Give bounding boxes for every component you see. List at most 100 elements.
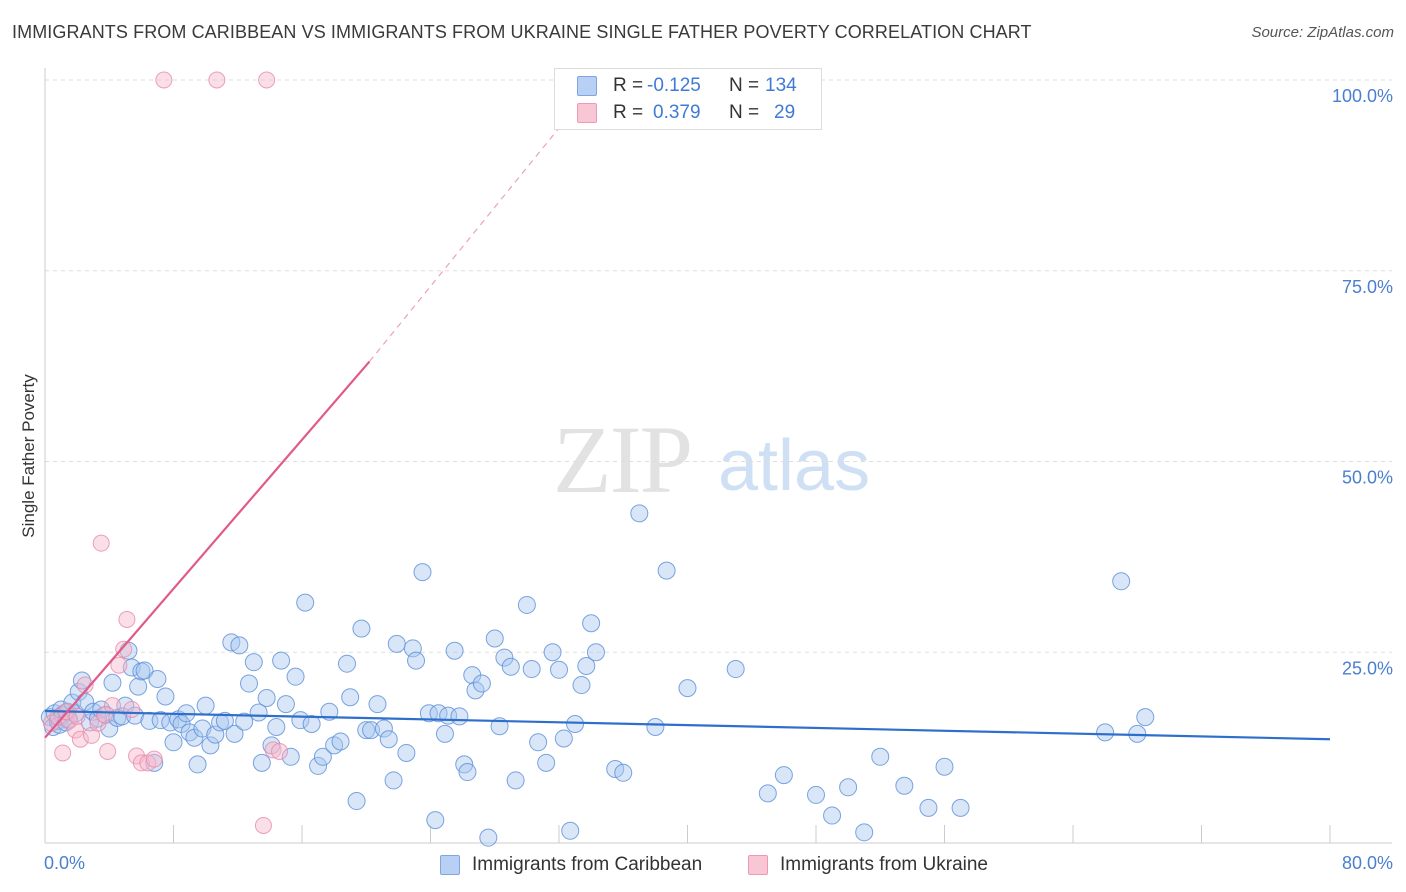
data-point-caribbean — [296, 593, 315, 612]
data-point-caribbean — [550, 660, 568, 679]
data-point-caribbean — [466, 681, 485, 700]
legend-swatch-caribbean — [577, 76, 597, 96]
data-point-caribbean — [368, 695, 387, 714]
data-point-caribbean — [148, 669, 167, 688]
legend-label-caribbean: Immigrants from Caribbean — [472, 854, 703, 875]
data-point-caribbean — [807, 785, 825, 804]
legend-n-label: N = — [729, 75, 760, 96]
data-point-caribbean — [135, 661, 154, 680]
legend-n-value: 29 — [774, 102, 796, 123]
data-point-caribbean — [206, 725, 225, 744]
data-point-caribbean — [397, 743, 416, 762]
data-point-caribbean — [352, 619, 371, 638]
data-point-caribbean — [646, 718, 665, 737]
data-point-caribbean — [458, 763, 477, 782]
y-tick-label: 25.0% — [1342, 658, 1393, 678]
data-point-caribbean — [384, 771, 403, 790]
data-point-caribbean — [244, 653, 263, 672]
data-point-caribbean — [337, 654, 356, 673]
legend-swatch-ukraine — [748, 855, 768, 875]
data-point-caribbean — [129, 677, 148, 696]
data-point-ukraine — [115, 640, 133, 658]
trend-lines — [44, 117, 1331, 741]
y-tick-label: 50.0% — [1342, 468, 1393, 488]
data-point-caribbean — [506, 771, 525, 790]
data-point-ukraine — [67, 721, 85, 739]
legend-r-label: R = — [613, 75, 644, 96]
legend-r-value: -0.125 — [647, 75, 701, 96]
data-point-caribbean — [426, 811, 445, 830]
data-point-caribbean — [164, 733, 183, 752]
data-point-caribbean — [188, 755, 207, 774]
data-point-caribbean — [331, 732, 350, 751]
trend-line-caribbean — [44, 709, 1331, 741]
data-point-ukraine — [208, 71, 226, 89]
data-point-caribbean — [252, 753, 271, 772]
watermark: ZIP atlas — [553, 406, 870, 513]
data-point-caribbean — [561, 821, 580, 840]
data-point-caribbean — [479, 828, 498, 847]
data-point-caribbean — [935, 757, 954, 776]
data-point-caribbean — [196, 696, 215, 715]
data-point-ukraine — [132, 754, 150, 772]
data-point-caribbean — [501, 657, 520, 676]
data-point-caribbean — [614, 763, 633, 782]
y-axis-label: Single Father Poverty — [19, 374, 38, 538]
data-point-caribbean — [855, 823, 874, 842]
data-point-caribbean — [566, 714, 585, 733]
data-point-caribbean — [379, 730, 398, 749]
data-point-caribbean — [235, 712, 254, 731]
data-point-caribbean — [522, 660, 541, 679]
data-point-caribbean — [951, 798, 970, 817]
trend-line-ukraine — [44, 360, 371, 739]
data-point-caribbean — [156, 687, 175, 706]
data-point-caribbean — [387, 634, 406, 653]
data-point-caribbean — [919, 798, 938, 817]
data-point-caribbean — [267, 718, 286, 737]
data-point-caribbean — [272, 651, 291, 670]
legend-label-ukraine: Immigrants from Ukraine — [780, 854, 988, 875]
x-tick-label-min: 0.0% — [44, 853, 85, 873]
data-point-caribbean — [257, 689, 276, 708]
data-point-caribbean — [630, 504, 649, 523]
data-point-caribbean — [72, 671, 91, 690]
data-point-caribbean — [823, 806, 842, 825]
data-point-caribbean — [362, 721, 381, 740]
data-point-ukraine — [60, 712, 78, 730]
data-point-caribbean — [103, 673, 122, 692]
legend-swatch-ukraine — [577, 103, 597, 123]
data-point-caribbean — [774, 766, 793, 785]
data-point-caribbean — [529, 733, 548, 752]
chart-title: IMMIGRANTS FROM CARIBBEAN VS IMMIGRANTS … — [12, 22, 1032, 42]
data-point-caribbean — [678, 679, 697, 698]
watermark-zip: ZIP — [553, 406, 691, 513]
y-tick-label: 75.0% — [1342, 277, 1393, 297]
data-point-caribbean — [374, 719, 393, 738]
data-point-caribbean — [413, 563, 432, 582]
trend-line-ukraine-extension — [368, 117, 568, 362]
data-point-caribbean — [586, 643, 605, 662]
data-point-caribbean — [839, 778, 858, 797]
data-point-ukraine — [123, 700, 141, 718]
data-point-ukraine — [89, 714, 107, 732]
legend-n-value: 134 — [765, 75, 797, 96]
data-point-caribbean — [302, 714, 321, 733]
legend-item-ukraine: Immigrants from Ukraine — [748, 850, 988, 880]
data-point-caribbean — [341, 688, 360, 707]
data-point-caribbean — [357, 721, 376, 740]
data-point-caribbean — [276, 695, 295, 714]
data-point-ukraine — [254, 816, 272, 834]
data-point-caribbean — [419, 704, 438, 723]
data-point-caribbean — [726, 660, 745, 679]
data-point-caribbean — [230, 636, 249, 655]
data-point-caribbean — [543, 643, 562, 662]
data-point-ukraine — [145, 750, 163, 768]
data-point-caribbean — [1112, 572, 1131, 591]
data-point-ukraine — [76, 676, 94, 694]
data-point-caribbean — [445, 641, 464, 660]
data-point-ukraine — [118, 610, 136, 628]
data-point-ukraine — [54, 744, 72, 762]
data-point-caribbean — [537, 753, 556, 772]
data-point-caribbean — [517, 595, 536, 614]
data-point-ukraine — [99, 742, 117, 760]
